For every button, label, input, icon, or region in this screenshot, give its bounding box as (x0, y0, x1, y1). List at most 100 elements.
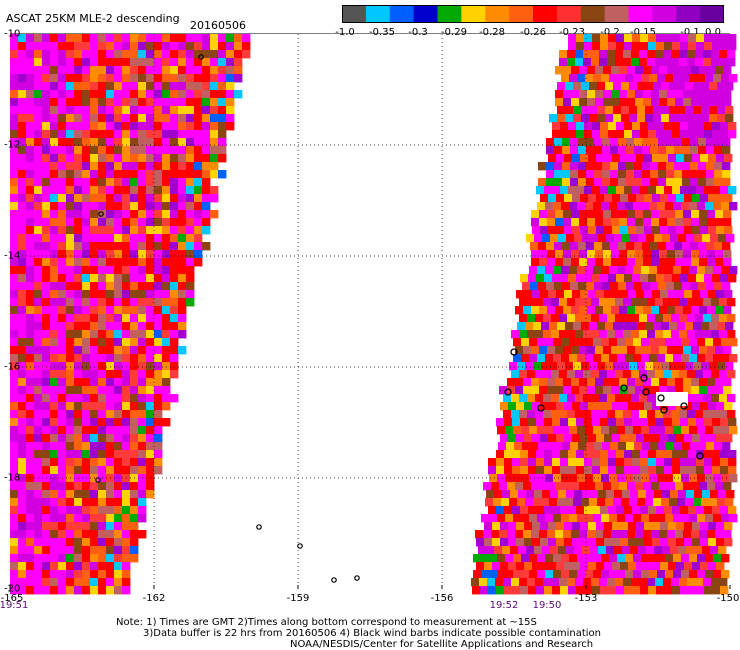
swath-cell (668, 154, 677, 163)
swath-cell (566, 234, 575, 243)
swath-cell (547, 210, 556, 219)
swath-cell (681, 266, 690, 275)
swath-cell (712, 34, 721, 43)
swath-cell (146, 298, 155, 307)
swath-cell (652, 538, 661, 547)
swath-cell (623, 298, 632, 307)
swath-cell (484, 538, 493, 547)
swath-cell (42, 434, 51, 443)
swath-cell (569, 338, 578, 347)
swath-cell (42, 322, 51, 331)
swath-cell (711, 314, 720, 323)
swath-cell (74, 146, 83, 155)
swath-cell (729, 354, 738, 363)
swath-cell (559, 394, 568, 403)
swath-cell (26, 322, 35, 331)
swath-cell (162, 402, 171, 411)
swath-cell (540, 194, 549, 203)
swath-cell (186, 234, 195, 243)
swath-cell (600, 186, 609, 195)
swath-cell (656, 274, 665, 283)
swath-cell (114, 306, 123, 315)
swath-cell (138, 234, 147, 243)
swath-cell (608, 506, 617, 515)
swath-cell (728, 186, 737, 195)
swath-cell (570, 242, 579, 251)
swath-cell (162, 146, 171, 155)
swath-cell (695, 50, 704, 59)
swath-cell (58, 354, 67, 363)
swath-cell (544, 506, 553, 515)
swath-cell (635, 386, 644, 395)
swath-cell (90, 418, 99, 427)
swath-cell (725, 322, 734, 331)
swath-cell (130, 170, 139, 179)
swath-cell (146, 418, 155, 427)
swath-cell (721, 570, 730, 579)
swath-cell (66, 210, 75, 219)
swath-cell (627, 210, 636, 219)
swath-cell (639, 370, 648, 379)
swath-cell (186, 218, 195, 227)
swath-cell (725, 362, 734, 371)
swath-cell (130, 378, 139, 387)
swath-cell (706, 138, 715, 147)
swath-cell (660, 402, 669, 411)
swath-cell (34, 434, 43, 443)
swath-cell (519, 578, 528, 587)
swath-cell (26, 522, 35, 531)
swath-cell (624, 458, 633, 467)
swath-cell (676, 154, 685, 163)
swath-cell (178, 290, 187, 299)
swath-cell (679, 410, 688, 419)
swath-cell (130, 106, 139, 115)
swath-cell (162, 346, 171, 355)
swath-cell (532, 290, 541, 299)
swath-cell (515, 346, 524, 355)
swath-cell (34, 82, 43, 91)
swath-cell (597, 82, 606, 91)
swath-cell (523, 386, 532, 395)
swath-cell (537, 474, 546, 483)
swath-cell (664, 34, 673, 43)
swath-cell (609, 570, 618, 579)
swath-cell (553, 202, 562, 211)
swath-cell (10, 482, 19, 491)
swath-cell (502, 546, 511, 555)
swath-cell (114, 330, 123, 339)
swath-cell (154, 322, 163, 331)
swath-cell (66, 226, 75, 235)
swath-cell (563, 250, 572, 259)
swath-cell (693, 362, 702, 371)
swath-cell (579, 306, 588, 315)
swath-cell (691, 346, 700, 355)
swath-cell (106, 522, 115, 531)
swath-cell (588, 194, 597, 203)
swath-cell (711, 58, 720, 67)
swath-cell (26, 298, 35, 307)
swath-cell (154, 138, 163, 147)
swath-cell (58, 498, 67, 507)
swath-cell (82, 346, 91, 355)
swath-cell (600, 42, 609, 51)
swath-cell (625, 266, 634, 275)
swath-cell (671, 314, 680, 323)
swath-cell (66, 442, 75, 451)
swath-cell (714, 146, 723, 155)
swath-cell (226, 106, 235, 115)
swath-cell (122, 530, 131, 539)
swath-cell (615, 410, 624, 419)
swath-cell (26, 346, 35, 355)
swath-cell (98, 258, 107, 267)
swath-cell (18, 458, 27, 467)
swath-cell (714, 170, 723, 179)
swath-cell (585, 554, 594, 563)
swath-cell (122, 370, 131, 379)
swath-cell (591, 578, 600, 587)
swath-cell (26, 338, 35, 347)
swath-cell (90, 554, 99, 563)
swath-cell (34, 250, 43, 259)
swath-cell (647, 298, 656, 307)
swath-cell (640, 130, 649, 139)
swath-cell (675, 482, 684, 491)
